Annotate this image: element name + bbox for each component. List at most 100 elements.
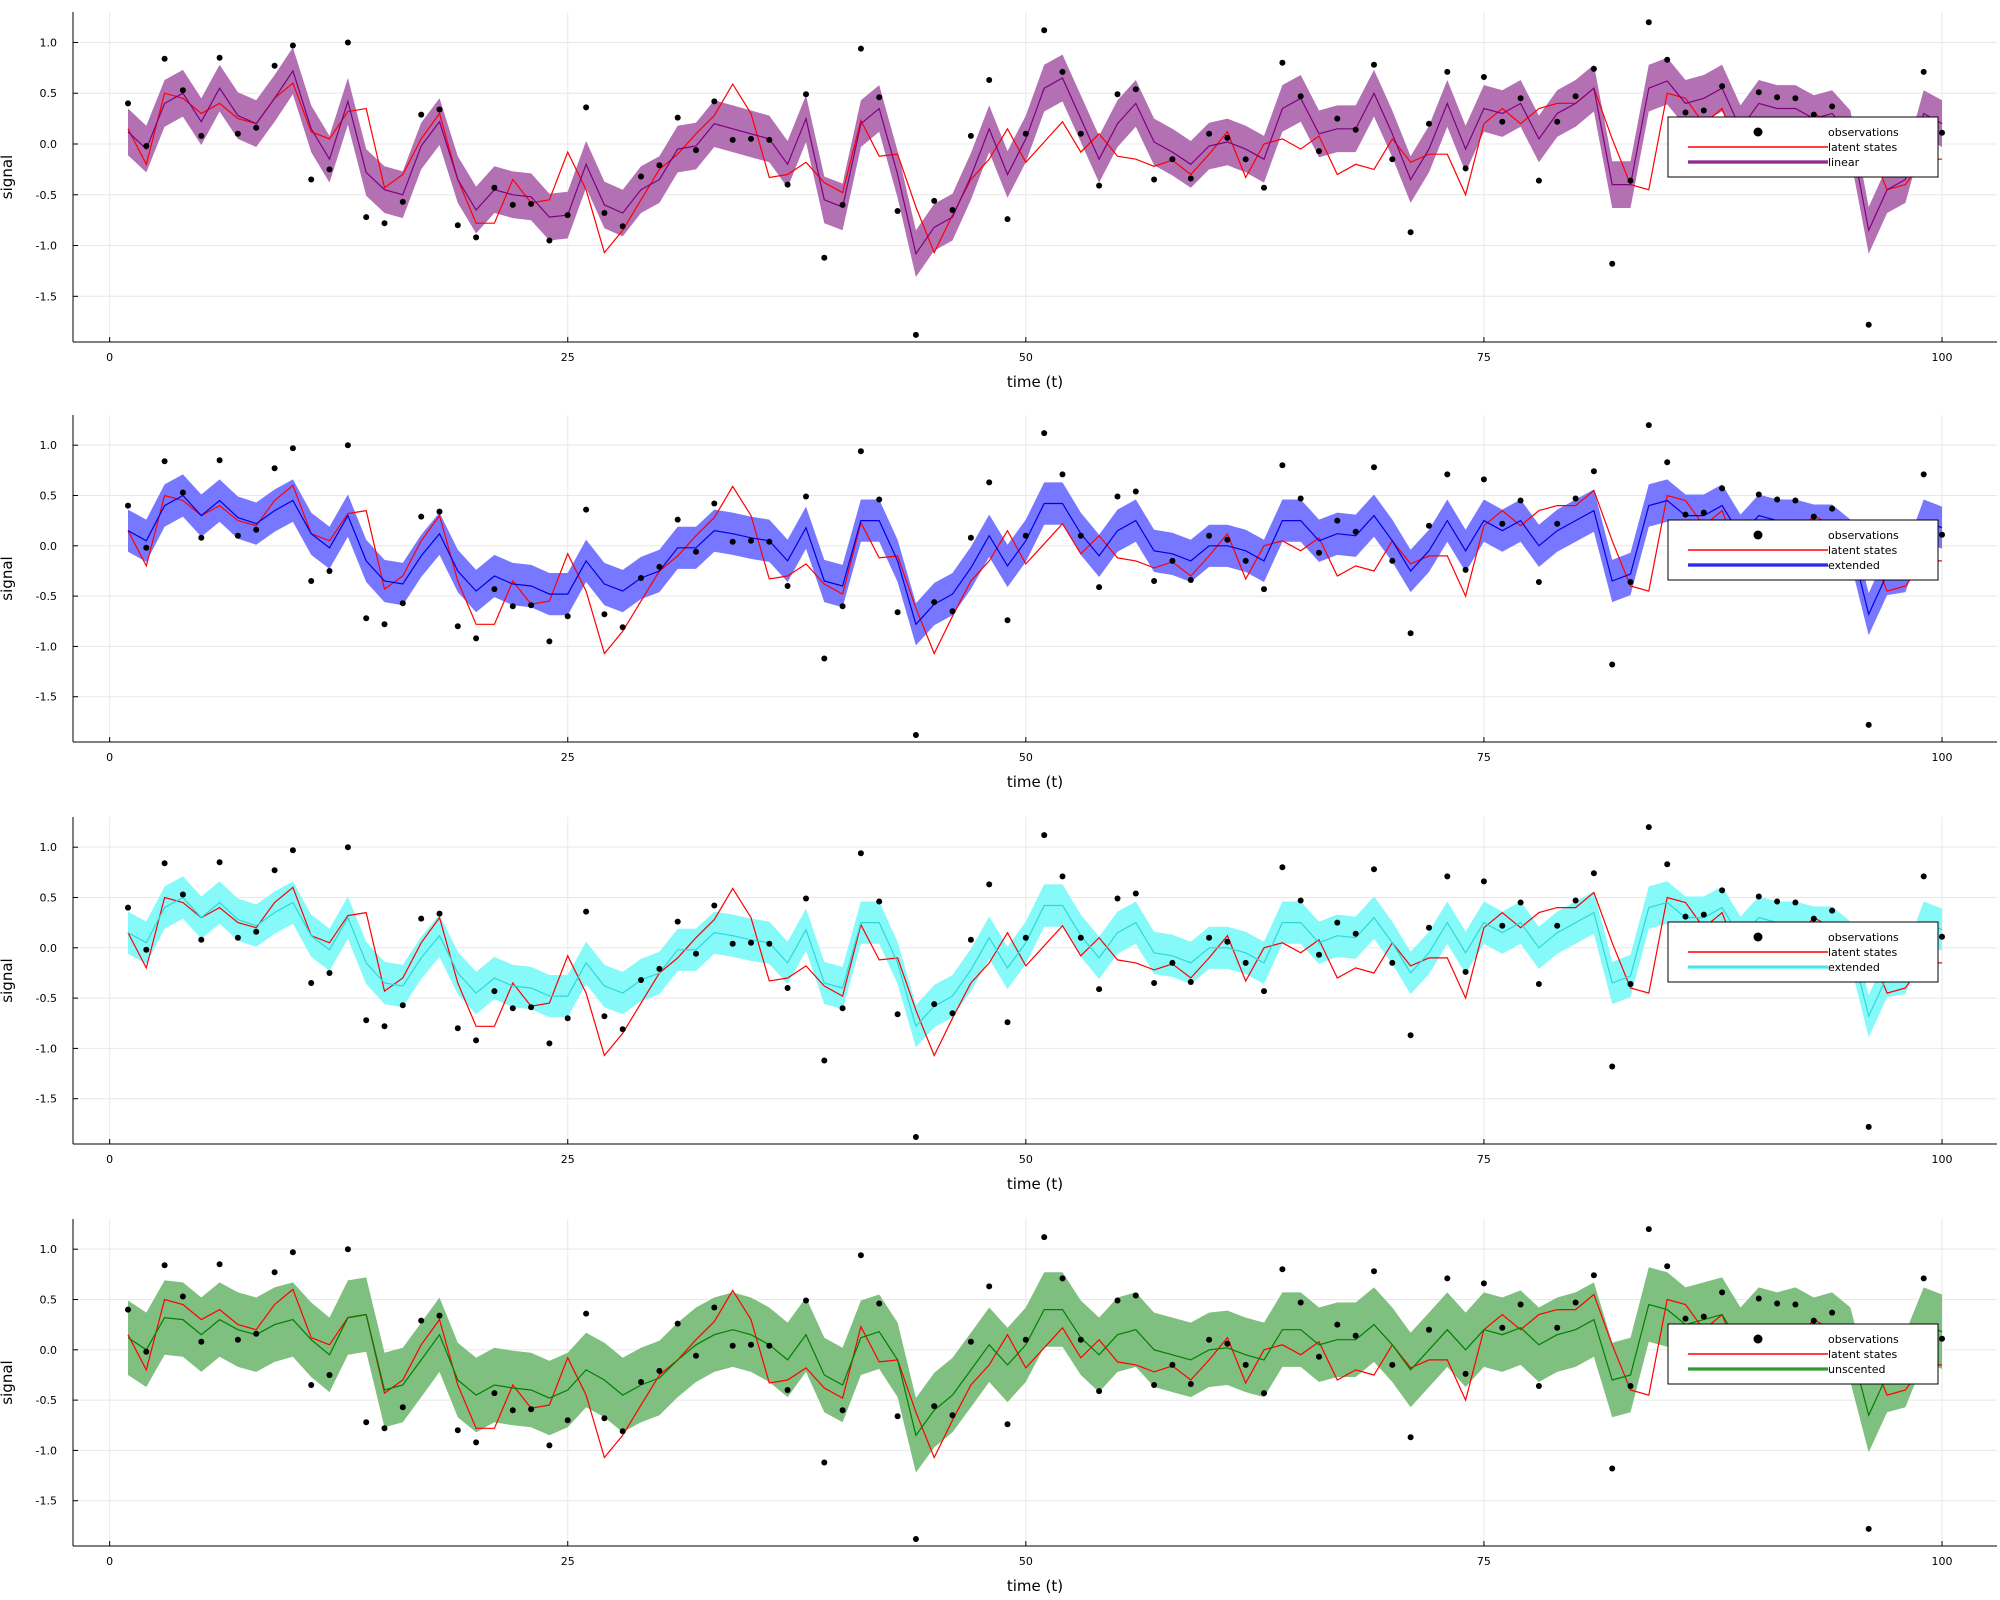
observation-point [436,508,443,515]
observation-point [1792,899,1799,906]
observation-point [326,970,333,976]
observation-point [1682,913,1689,920]
observation-point [326,568,333,574]
observation-point [711,902,718,909]
observation-point [949,608,956,615]
filter-mean-line [127,1303,1943,1437]
observation-point [1920,68,1927,75]
observation-point [949,1010,956,1017]
observation-point [344,1246,351,1253]
observation-point [326,1372,333,1378]
observation-point [1022,934,1029,941]
observation-point [289,42,296,49]
legend-entry-label: observations [1828,126,1899,139]
legend: observations latent states unscented [1667,1323,1939,1385]
x-tick-label: 75 [1477,1153,1491,1166]
observation-point [1261,184,1267,191]
observation-point [1755,1295,1762,1302]
observation-point [473,1439,480,1446]
observation-point [1664,861,1671,868]
observation-point [1719,887,1726,894]
y-tick-label: 0.5 [40,489,58,502]
observation-point [766,538,773,545]
observation-point [1609,1063,1616,1070]
observation-point [1627,981,1634,987]
observation-point [1132,488,1139,495]
legend: observations latent states extended [1667,519,1939,581]
observation-point [1517,497,1524,504]
x-tick-label: 100 [1932,1555,1953,1568]
observation-point [1206,130,1213,137]
observation-point [179,891,186,898]
y-tick-label: 1.0 [40,36,58,49]
observation-point [1554,118,1561,125]
observation-point [125,502,131,509]
observation-point [1829,103,1836,110]
observation-point [1755,491,1762,498]
observation-point [1682,1315,1689,1322]
observation-point [1297,897,1304,904]
x-tick-label: 75 [1477,1555,1491,1568]
observation-point [1829,1309,1836,1316]
observation-point [125,904,131,911]
legend-observations-marker [1753,530,1763,540]
x-tick-label: 50 [1019,351,1033,364]
legend-observations-marker [1753,1334,1763,1344]
y-tick-label: -0.5 [36,189,57,202]
observation-point [546,1442,553,1449]
y-tick-label: 1.0 [40,841,58,854]
observation-point [1151,1382,1158,1388]
observation-point [894,1413,901,1420]
observation-point [161,860,168,867]
y-tick-label: -1.0 [36,640,57,653]
x-tick-label: 100 [1932,751,1953,764]
observation-point [1206,934,1213,941]
observation-point [454,623,461,630]
y-tick-label: -0.5 [36,992,57,1005]
observation-point [308,1382,315,1388]
observation-point [1059,471,1066,478]
observation-point [436,910,443,917]
observation-point [1609,260,1616,267]
observation-point [125,1306,131,1313]
observation-point [1774,496,1781,503]
observation-point [198,1338,205,1345]
y-tick-label: -1.0 [36,240,57,253]
observation-point [1572,495,1579,502]
observation-point [179,489,186,496]
observation-point [289,445,296,452]
legend-entry-label: linear [1828,156,1860,169]
x-tick-label: 100 [1932,1153,1953,1166]
confidence-band [128,47,1942,277]
observation-point [1297,1299,1304,1306]
observation-point [894,1011,901,1018]
observation-point [1169,1361,1176,1368]
observation-point [1535,981,1542,987]
observation-point [674,918,681,925]
observation-point [1792,1301,1799,1308]
observation-point [967,534,974,541]
filter-mean-line [127,896,1943,1028]
observation-point [1792,497,1799,504]
observation-point [1261,988,1267,995]
observation-point [1462,1370,1469,1377]
observation-point [1865,321,1872,328]
observation-point [271,867,278,874]
observation-point [1700,509,1707,516]
observation-point [1462,165,1469,172]
observation-point [399,1002,406,1009]
observation-point [638,575,644,581]
observation-point [1572,1299,1579,1306]
observation-point [491,1390,498,1397]
observation-point [399,198,406,205]
y-tick-label: 1.0 [40,439,58,452]
observation-point [1920,1275,1927,1282]
observation-point [1297,495,1304,502]
observation-point [967,936,974,943]
observation-point [1939,129,1945,136]
observation-point [1206,1336,1213,1343]
legend-entry-label: latent states [1828,946,1898,959]
observation-point [491,586,498,593]
x-tick-label: 0 [106,1153,113,1166]
